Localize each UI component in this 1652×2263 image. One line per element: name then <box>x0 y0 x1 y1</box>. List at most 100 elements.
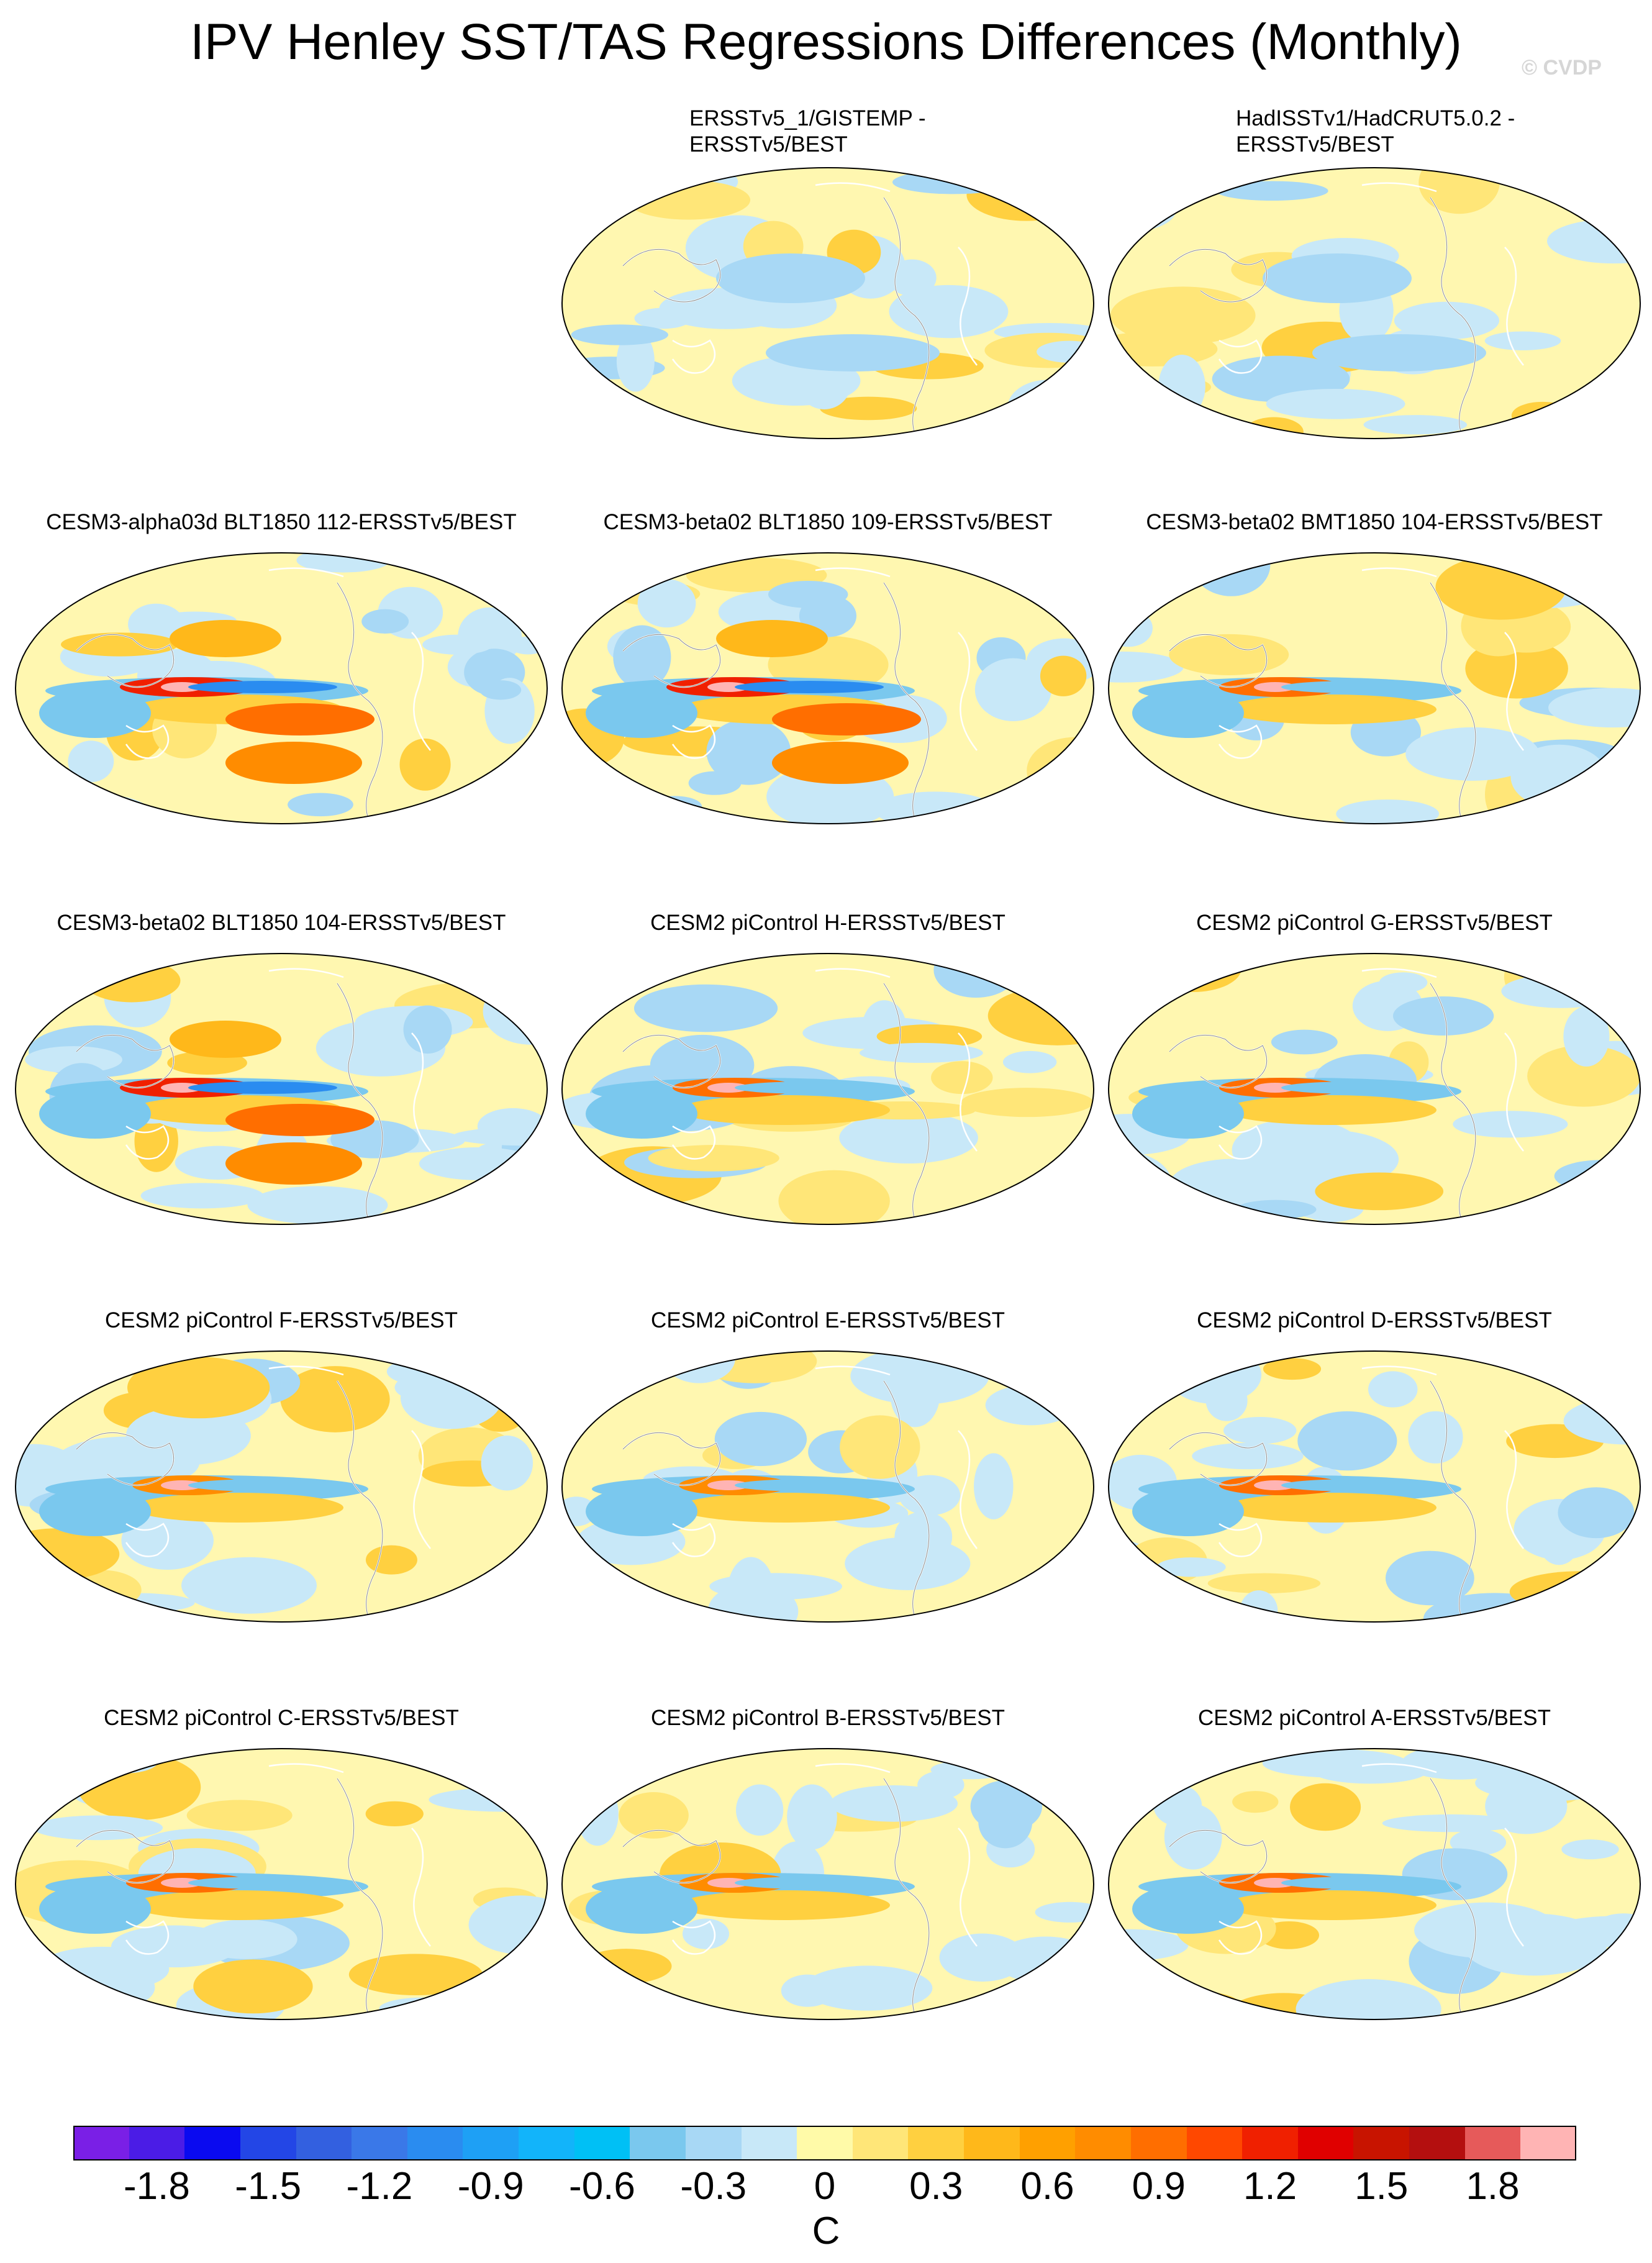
field-anomaly <box>1169 634 1289 675</box>
field-anomaly <box>1385 1550 1474 1606</box>
colorbar-tick: -0.3 <box>680 2165 747 2208</box>
robinson-map <box>561 953 1094 1225</box>
field-anomaly <box>509 636 547 655</box>
field-anomaly <box>193 1959 313 2014</box>
south-pacific-band <box>679 1493 890 1523</box>
map-border <box>561 167 1094 439</box>
panel-title: CESM2 piControl C-ERSSTv5/BEST <box>12 1705 550 1731</box>
panel-title-line: CESM3-alpha03d BLT1850 112-ERSSTv5/BEST <box>46 510 517 534</box>
panel-title: CESM2 piControl D-ERSSTv5/BEST <box>1105 1308 1643 1334</box>
warm-pool-core <box>161 1480 203 1490</box>
map-panel: CESM2 piControl D-ERSSTv5/BEST <box>1105 1308 1643 1705</box>
field-anomaly <box>1156 410 1197 428</box>
field-anomaly <box>1408 1411 1463 1464</box>
warm-pool-core <box>1254 1878 1296 1888</box>
robinson-map <box>1108 552 1641 824</box>
coastline-shadow <box>622 197 930 434</box>
field-anomaly <box>60 632 179 657</box>
colorbar-segment <box>574 2126 630 2161</box>
field-anomaly <box>1235 1200 1317 1219</box>
colorbar-segment <box>184 2126 241 2161</box>
field-anomaly <box>576 1782 619 1846</box>
colorbar-segment <box>685 2126 742 2161</box>
field-anomaly <box>1297 1411 1397 1471</box>
field-anomaly <box>348 1954 483 1995</box>
field-anomaly <box>1119 780 1192 824</box>
map-border <box>1108 953 1641 1225</box>
field-anomaly <box>803 1965 933 2011</box>
colorbar <box>73 2126 1577 2161</box>
panel-title-line: CESM2 piControl H-ERSSTv5/BEST <box>650 911 1005 935</box>
warm-pool-core <box>707 1878 750 1888</box>
robinson-map <box>561 167 1094 439</box>
colorbar-segment <box>463 2126 519 2161</box>
field-anomaly <box>83 959 181 1003</box>
field-anomaly <box>1563 1006 1610 1067</box>
field-anomaly <box>1290 1783 1361 1831</box>
field-anomaly <box>288 793 353 817</box>
field-anomaly <box>25 1046 122 1073</box>
panel-title-line: HadISSTv1/HadCRUT5.0.2 - <box>1236 106 1515 130</box>
map-panel: CESM2 piControl B-ERSSTv5/BEST <box>559 1705 1097 2103</box>
figure-title: IPV Henley SST/TAS Regressions Differenc… <box>190 14 1462 70</box>
field-anomaly <box>682 1918 730 1949</box>
field-anomaly <box>859 1042 983 1063</box>
south-pacific-band <box>679 1890 890 1920</box>
equatorial-cold-tongue <box>735 1081 884 1094</box>
map-panel: CESM2 piControl A-ERSSTv5/BEST <box>1105 1705 1643 2103</box>
map-border <box>561 552 1094 824</box>
field-anomaly <box>1560 803 1601 824</box>
panel-title-line: CESM2 piControl F-ERSSTv5/BEST <box>105 1308 458 1332</box>
field-anomaly <box>736 1784 784 1836</box>
map-field <box>1109 954 1640 1224</box>
field-anomaly <box>1207 1573 1321 1594</box>
equatorial-cold-tongue <box>1281 1877 1430 1889</box>
panel-title: HadISSTv1/HadCRUT5.0.2 - ERSSTv5/BEST <box>1236 106 1633 158</box>
colorbar-segment <box>1520 2126 1577 2161</box>
indian-ocean-anomaly <box>1132 1884 1244 1934</box>
field-anomaly <box>1040 655 1087 696</box>
field-anomaly <box>1548 1916 1640 1947</box>
field-anomaly <box>1312 1759 1428 1784</box>
field-anomaly <box>899 1475 961 1516</box>
field-anomaly <box>490 799 547 824</box>
field-anomaly <box>571 324 669 345</box>
warm-pool-core <box>707 1083 750 1093</box>
field-anomaly <box>68 740 114 783</box>
field-anomaly <box>787 1784 837 1850</box>
equatorial-cold-tongue <box>735 1877 884 1889</box>
map-field <box>1109 553 1640 824</box>
north-pacific-anomaly <box>1263 253 1412 303</box>
field-anomaly <box>991 1351 1094 1367</box>
coastline-shadow <box>76 1778 383 2015</box>
indian-ocean-anomaly <box>39 688 151 738</box>
field-anomaly <box>33 1815 163 1841</box>
indian-ocean-anomaly <box>1132 1487 1244 1536</box>
field-anomaly <box>88 1749 159 1774</box>
robinson-map <box>15 1748 548 2020</box>
field-anomaly <box>516 1792 547 1821</box>
map-panel: CESM3-beta02 BLT1850 104-ERSSTv5/BEST <box>12 910 550 1308</box>
panel-title-line: CESM2 piControl A-ERSSTv5/BEST <box>1198 1706 1551 1730</box>
indian-ocean-anomaly <box>39 1487 151 1536</box>
map-field <box>16 954 547 1224</box>
field-anomaly <box>619 1792 689 1839</box>
field-anomaly <box>850 1351 989 1405</box>
panel-title-line: ERSSTv5_1/GISTEMP - <box>689 106 926 130</box>
colorbar-segment <box>240 2126 296 2161</box>
north-pacific-anomaly <box>170 620 281 657</box>
field-anomaly <box>1266 388 1405 419</box>
map-panel: CESM2 piControl C-ERSSTv5/BEST <box>12 1705 550 2103</box>
panel-title-line: ERSSTv5/BEST <box>689 132 848 157</box>
field-anomaly <box>1191 1163 1330 1186</box>
map-field <box>1109 1351 1640 1622</box>
map-panel: CESM2 piControl E-ERSSTv5/BEST <box>559 1308 1097 1705</box>
field-anomaly <box>626 180 751 220</box>
field-anomaly <box>1205 1380 1248 1421</box>
field-anomaly <box>562 385 588 419</box>
field-anomaly <box>16 1569 83 1622</box>
panel-title-line: CESM2 piControl B-ERSSTv5/BEST <box>651 1706 1005 1730</box>
colorbar-tick: 0.3 <box>909 2165 963 2208</box>
robinson-map <box>1108 1748 1641 2020</box>
south-pacific-band <box>132 1890 343 1920</box>
